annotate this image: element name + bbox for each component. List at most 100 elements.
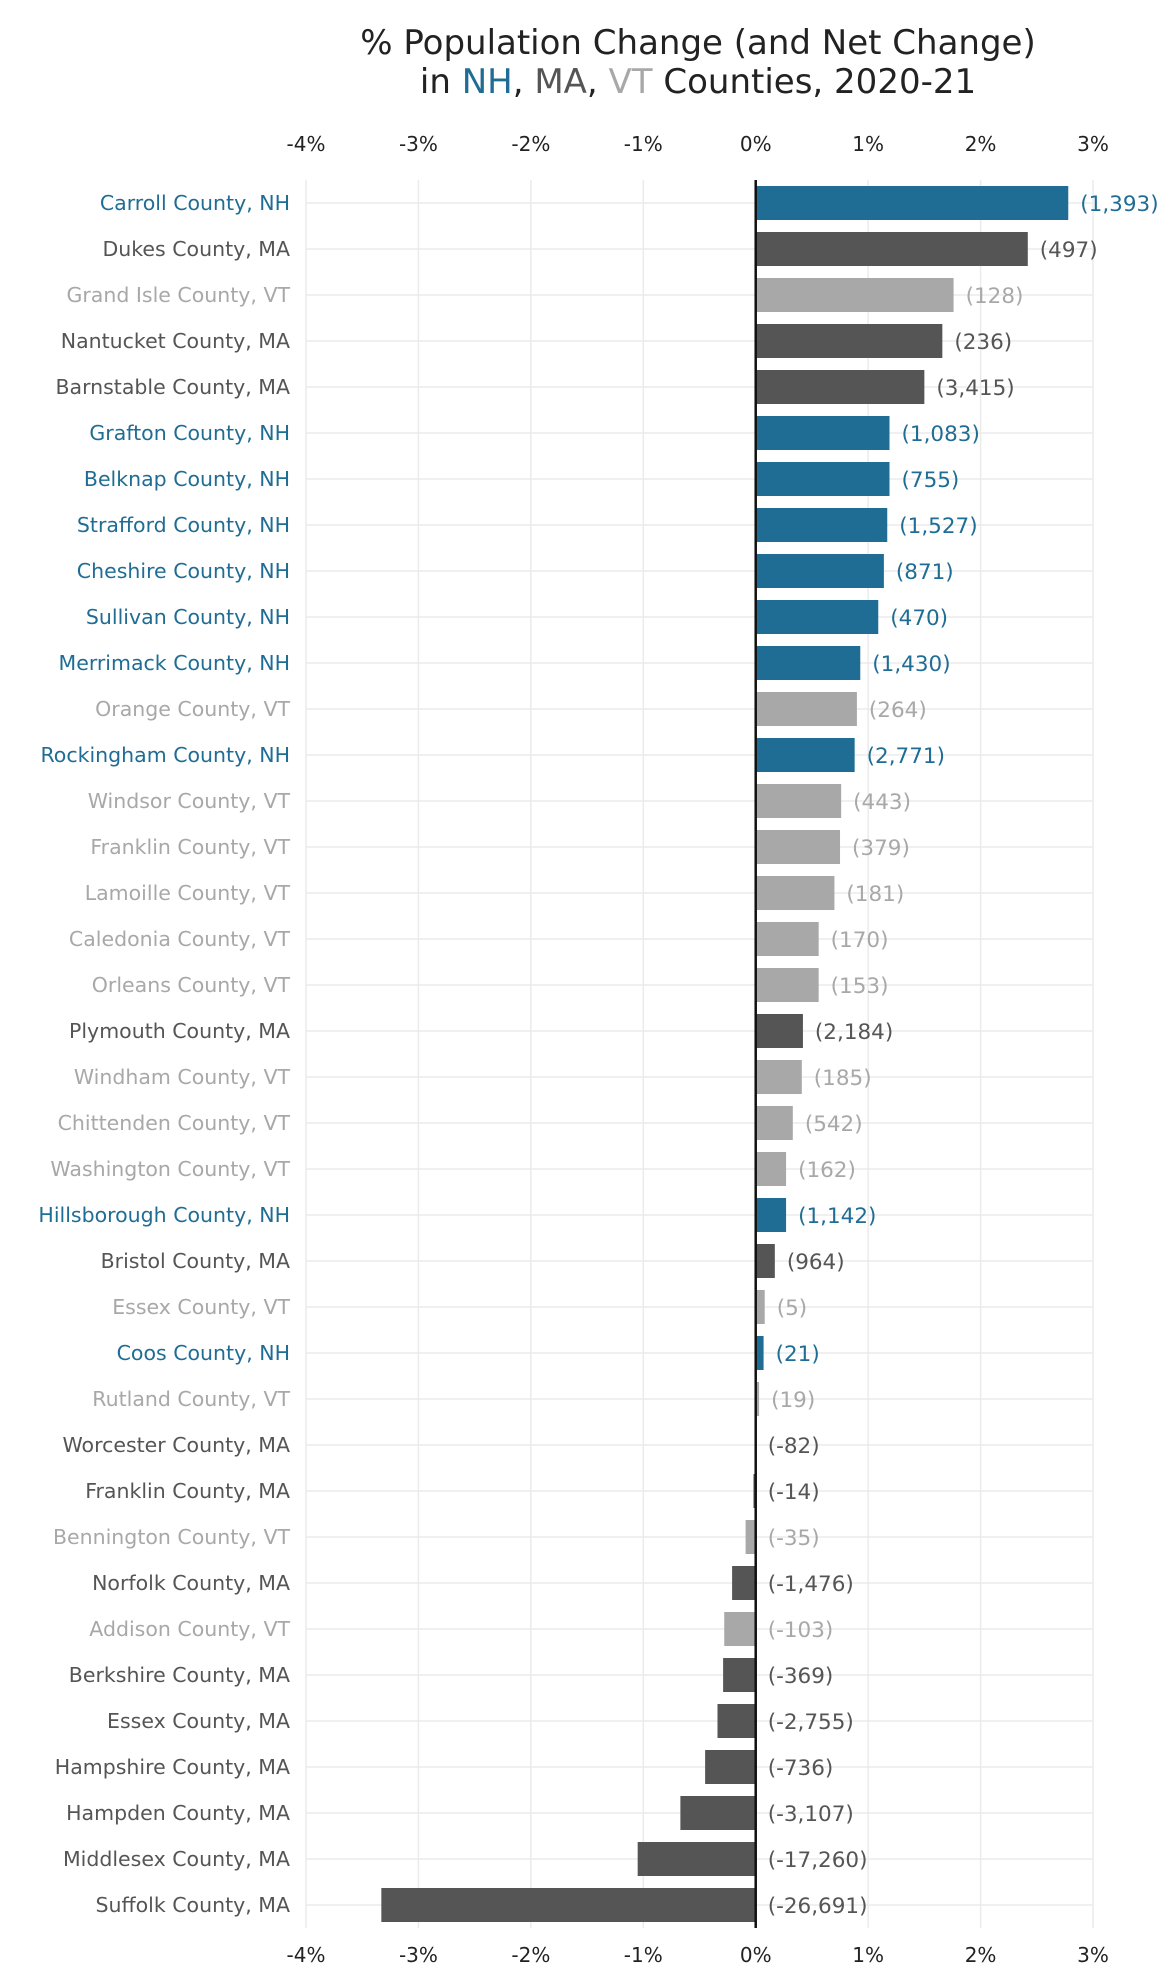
bar bbox=[755, 646, 861, 680]
value-label: (755) bbox=[902, 468, 960, 493]
bar bbox=[724, 1612, 756, 1646]
bottom-tick-label: -2% bbox=[511, 1943, 550, 1967]
title-sep-1: , bbox=[513, 62, 535, 102]
bar bbox=[755, 1336, 764, 1370]
bottom-tick-label: -1% bbox=[624, 1943, 663, 1967]
title-suffix: Counties, 2020-21 bbox=[653, 62, 977, 102]
bar bbox=[755, 370, 925, 404]
value-label: (379) bbox=[852, 836, 910, 861]
bar bbox=[755, 278, 954, 312]
bar bbox=[745, 1520, 756, 1554]
category-label: Barnstable County, MA bbox=[55, 375, 290, 399]
category-label: Chittenden County, VT bbox=[58, 1111, 291, 1135]
bar bbox=[705, 1750, 756, 1784]
bar bbox=[755, 508, 888, 542]
top-tick-label: -3% bbox=[399, 132, 438, 156]
value-label: (1,393) bbox=[1080, 192, 1158, 217]
chart-title-line-1: % Population Change (and Net Change) bbox=[360, 23, 1036, 63]
title-sep-2: , bbox=[587, 62, 609, 102]
bar bbox=[755, 830, 841, 864]
bar bbox=[755, 738, 855, 772]
value-label: (-3,107) bbox=[768, 1802, 854, 1827]
value-label: (542) bbox=[805, 1112, 863, 1137]
value-label: (1,142) bbox=[798, 1204, 876, 1229]
bar bbox=[755, 1290, 765, 1324]
value-label: (19) bbox=[771, 1388, 815, 1413]
value-label: (-35) bbox=[768, 1526, 820, 1551]
chart-title-line-2: in NH, MA, VT Counties, 2020-21 bbox=[420, 62, 976, 102]
category-label: Franklin County, VT bbox=[90, 835, 290, 859]
bar bbox=[755, 1060, 802, 1094]
category-label: Orleans County, VT bbox=[92, 973, 291, 997]
category-label: Grand Isle County, VT bbox=[66, 283, 290, 307]
bar bbox=[755, 554, 884, 588]
top-tick-label: 1% bbox=[852, 132, 884, 156]
bar bbox=[755, 1152, 787, 1186]
category-label: Plymouth County, MA bbox=[69, 1019, 290, 1043]
category-label: Middlesex County, MA bbox=[63, 1847, 290, 1871]
category-label: Belknap County, NH bbox=[84, 467, 290, 491]
category-label: Bristol County, MA bbox=[101, 1249, 290, 1273]
bar bbox=[680, 1796, 756, 1830]
category-label: Essex County, MA bbox=[107, 1709, 290, 1733]
title-ma: MA bbox=[534, 62, 587, 102]
value-label: (470) bbox=[890, 606, 948, 631]
value-label: (236) bbox=[954, 330, 1012, 355]
category-label: Nantucket County, MA bbox=[61, 329, 290, 353]
value-label: (1,083) bbox=[902, 422, 980, 447]
bar bbox=[717, 1704, 756, 1738]
category-label: Lamoille County, VT bbox=[85, 881, 291, 905]
value-label: (264) bbox=[869, 698, 927, 723]
top-tick-label: 0% bbox=[740, 132, 772, 156]
category-label: Rutland County, VT bbox=[92, 1387, 290, 1411]
category-label: Norfolk County, MA bbox=[92, 1571, 290, 1595]
value-label: (964) bbox=[787, 1250, 845, 1275]
top-tick-label: -1% bbox=[624, 132, 663, 156]
category-label: Hampshire County, MA bbox=[55, 1755, 290, 1779]
category-label: Worcester County, MA bbox=[62, 1433, 290, 1457]
category-label: Hillsborough County, NH bbox=[38, 1203, 290, 1227]
value-label: (2,771) bbox=[867, 744, 945, 769]
value-label: (162) bbox=[798, 1158, 856, 1183]
value-label: (3,415) bbox=[936, 376, 1014, 401]
value-label: (153) bbox=[831, 974, 889, 999]
bottom-tick-label: 0% bbox=[740, 1943, 772, 1967]
value-label: (1,527) bbox=[899, 514, 977, 539]
bar bbox=[755, 784, 842, 818]
category-label: Essex County, VT bbox=[112, 1295, 290, 1319]
value-label: (-103) bbox=[768, 1618, 834, 1643]
category-label: Berkshire County, MA bbox=[69, 1663, 290, 1687]
category-label: Orange County, VT bbox=[95, 697, 290, 721]
bar bbox=[755, 692, 857, 726]
category-label: Bennington County, VT bbox=[53, 1525, 291, 1549]
category-label: Franklin County, MA bbox=[85, 1479, 290, 1503]
bar bbox=[732, 1566, 756, 1600]
bottom-tick-label: -4% bbox=[287, 1943, 326, 1967]
bar bbox=[755, 968, 819, 1002]
bar bbox=[723, 1658, 756, 1692]
category-label: Suffolk County, MA bbox=[95, 1893, 290, 1917]
bar bbox=[755, 416, 890, 450]
title-prefix: in bbox=[420, 62, 462, 102]
value-label: (443) bbox=[853, 790, 911, 815]
bar bbox=[755, 186, 1069, 220]
top-tick-label: -4% bbox=[287, 132, 326, 156]
value-label: (21) bbox=[776, 1342, 820, 1367]
category-label: Carroll County, NH bbox=[100, 191, 290, 215]
bottom-tick-label: -3% bbox=[399, 1943, 438, 1967]
bar bbox=[755, 922, 819, 956]
value-label: (-17,260) bbox=[768, 1848, 868, 1873]
category-label: Strafford County, NH bbox=[77, 513, 290, 537]
bar bbox=[755, 232, 1028, 266]
value-label: (170) bbox=[831, 928, 889, 953]
category-label: Hampden County, MA bbox=[66, 1801, 290, 1825]
bar bbox=[755, 1244, 775, 1278]
category-label: Washington County, VT bbox=[50, 1157, 290, 1181]
value-label: (-2,755) bbox=[768, 1710, 854, 1735]
value-label: (-14) bbox=[768, 1480, 820, 1505]
value-label: (185) bbox=[814, 1066, 872, 1091]
category-label: Grafton County, NH bbox=[89, 421, 290, 445]
bar bbox=[381, 1888, 756, 1922]
